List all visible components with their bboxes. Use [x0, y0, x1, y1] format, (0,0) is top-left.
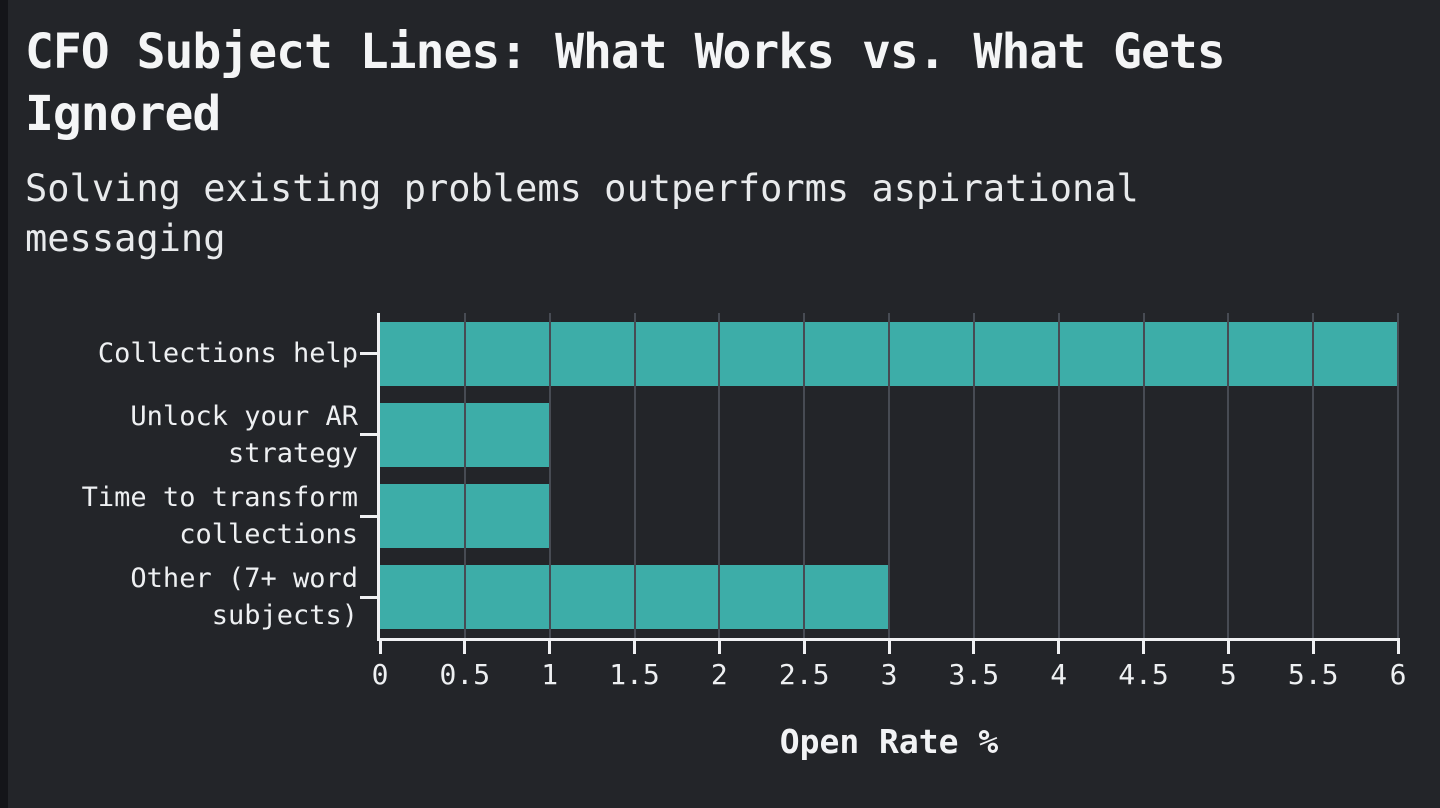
x-axis-tick: [887, 641, 891, 654]
x-tick-label: 2.5: [778, 658, 830, 691]
y-axis-tick: [360, 514, 377, 518]
x-axis-tick: [378, 641, 382, 654]
y-axis-category-label: Unlock your AR strategy: [130, 400, 358, 469]
x-axis-tick: [802, 641, 806, 654]
x-axis-tick: [463, 641, 467, 654]
x-axis-tick: [1057, 641, 1061, 654]
x-axis-title: Open Rate %: [779, 722, 999, 761]
grid-line: [803, 313, 806, 638]
y-axis-tick: [360, 433, 377, 437]
chart-title: CFO Subject Lines: What Works vs. What G…: [25, 24, 1226, 142]
x-tick-label: 3.5: [948, 658, 1000, 691]
x-tick-label: 4.5: [1118, 658, 1169, 691]
x-axis-tick: [633, 641, 636, 654]
grid-line: [548, 313, 551, 638]
x-axis-line: [377, 638, 1400, 641]
grid-line: [1312, 313, 1315, 638]
grid-line: [1142, 313, 1145, 638]
y-axis-category-label: Time to transform collections: [81, 482, 358, 551]
x-axis-tick: [548, 641, 552, 654]
x-tick-label: 5.5: [1287, 658, 1339, 691]
window-edge-strip: [0, 0, 8, 808]
grid-line: [972, 313, 975, 638]
x-tick-label: 4: [1050, 658, 1068, 691]
grid-line: [1397, 313, 1399, 638]
x-tick-label: 0.5: [439, 658, 491, 691]
x-tick-label: 3: [880, 658, 898, 691]
x-tick-label: 5: [1219, 658, 1237, 691]
y-axis-category-label: Collections help: [97, 338, 358, 370]
y-axis-tick: [360, 352, 377, 356]
x-axis-tick: [1142, 641, 1145, 654]
grid-line: [1057, 313, 1060, 638]
y-axis-line: [377, 313, 380, 641]
x-axis-tick: [972, 641, 976, 654]
chart-subtitle: Solving existing problems outperforms as…: [25, 167, 1139, 260]
y-axis-tick: [360, 595, 377, 599]
grid-line: [463, 313, 466, 638]
y-axis-category-label: Other (7+ word subjects): [130, 563, 358, 632]
x-tick-label: 6: [1389, 658, 1407, 691]
x-axis-tick: [717, 641, 721, 654]
x-tick-label: 0: [371, 658, 389, 691]
grid-line: [888, 313, 890, 638]
grid-line: [633, 313, 636, 638]
x-tick-label: 2: [710, 658, 728, 691]
x-axis-tick: [1311, 641, 1315, 654]
grid-line: [718, 313, 721, 638]
x-axis-tick: [1396, 641, 1400, 654]
x-tick-label: 1: [541, 658, 559, 691]
grid-line: [1227, 313, 1230, 638]
x-axis-tick: [1226, 641, 1230, 654]
x-tick-label: 1.5: [609, 658, 660, 691]
